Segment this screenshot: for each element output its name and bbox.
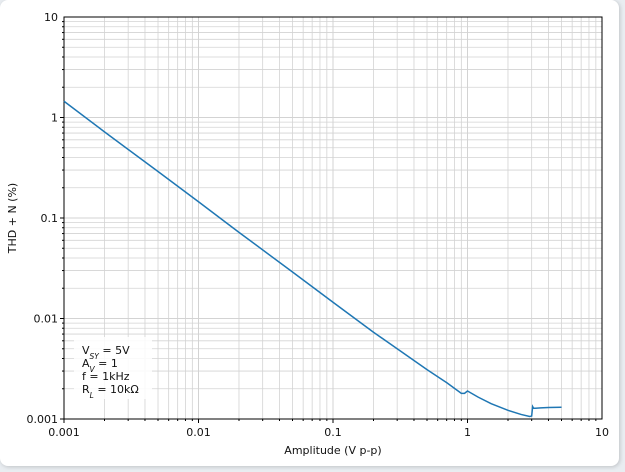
annotation-line: RL = 10kΩ [82, 383, 139, 400]
y-tick-label: 0.1 [41, 212, 59, 225]
x-tick-label: 0.1 [324, 426, 342, 439]
grid-lines [63, 17, 602, 420]
x-tick-label: 0.001 [48, 426, 80, 439]
x-tick-label: 1 [464, 426, 471, 439]
x-tick-label: 10 [595, 426, 609, 439]
tick-marks [60, 21, 597, 423]
annotation-line: f = 1kHz [82, 370, 130, 383]
y-tick-label: 0.001 [27, 413, 59, 426]
x-tick-label: 0.01 [186, 426, 211, 439]
y-tick-label: 0.01 [34, 313, 59, 326]
annotation-line: AV = 1 [82, 357, 118, 374]
y-axis-label: THD + N (%) [6, 183, 19, 254]
y-tick-label: 1 [51, 112, 58, 125]
annotation-line: VSY = 5V [82, 344, 130, 361]
y-tick-label: 10 [44, 11, 58, 24]
series-line [63, 100, 562, 418]
annotation-background [74, 337, 152, 399]
tick-labels: 0.001 0.01 0.1 1 10 0.001 0.01 0.1 1 10 [27, 11, 610, 439]
x-axis-label: Amplitude (V p-p) [284, 444, 381, 457]
